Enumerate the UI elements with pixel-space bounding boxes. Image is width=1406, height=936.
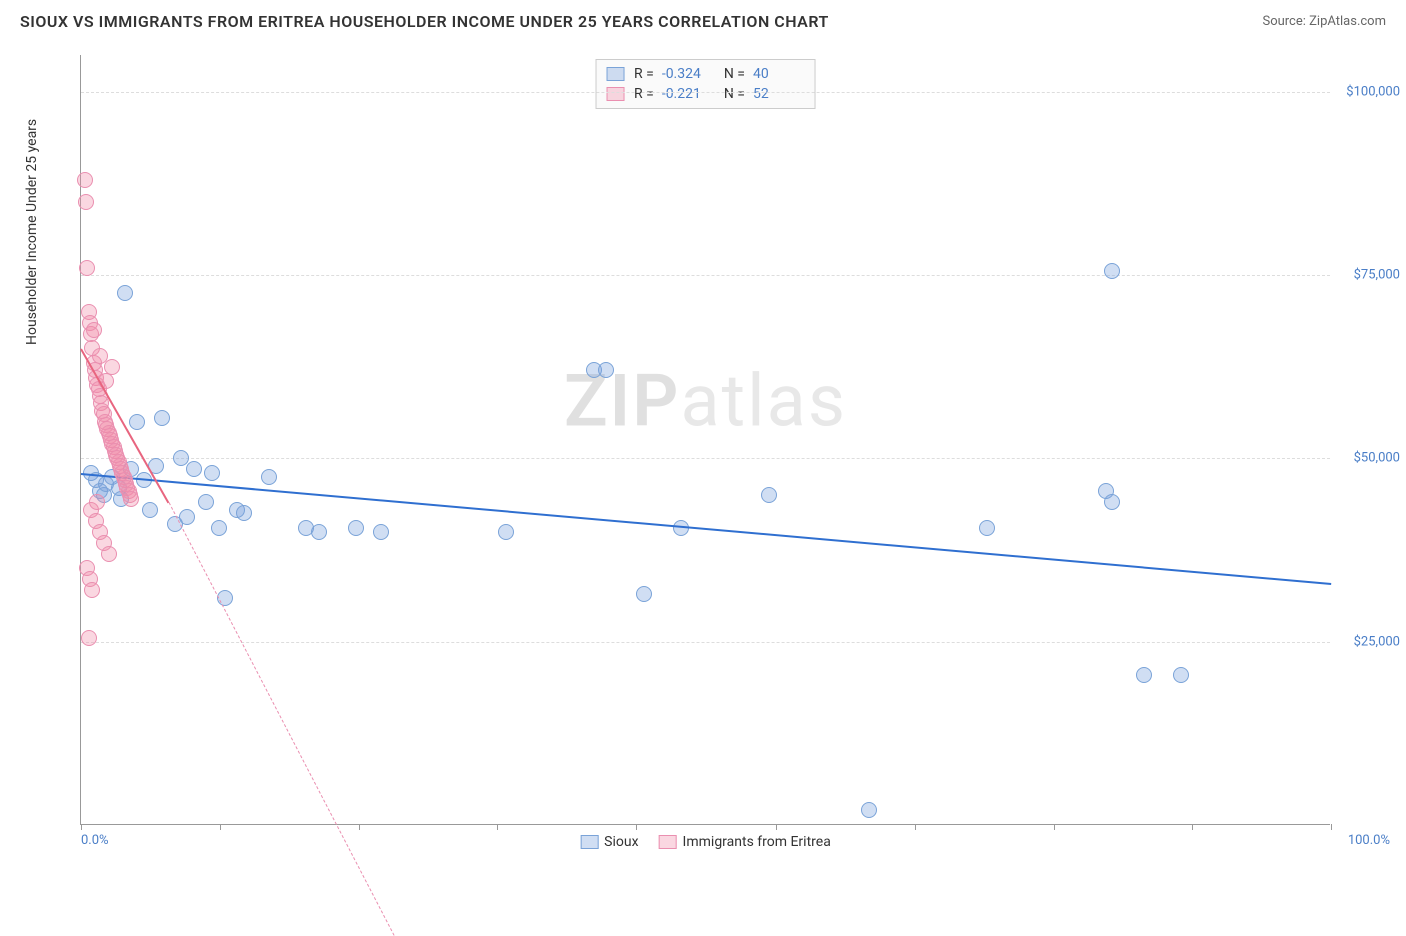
gridline-horizontal bbox=[81, 275, 1330, 276]
legend-r-value: -0.221 bbox=[662, 86, 714, 102]
legend-correlation-row: R = -0.324 N = 40 bbox=[606, 64, 805, 84]
gridline-horizontal bbox=[81, 458, 1330, 459]
x-axis-tick bbox=[915, 824, 916, 830]
scatter-point bbox=[78, 194, 94, 210]
scatter-point bbox=[123, 491, 139, 507]
watermark-prefix: ZIP bbox=[564, 359, 680, 444]
trend-line bbox=[81, 473, 1331, 585]
legend-swatch bbox=[659, 835, 677, 849]
scatter-point bbox=[84, 582, 100, 598]
scatter-point bbox=[861, 802, 877, 818]
legend-series-item: Sioux bbox=[580, 834, 638, 850]
x-axis-label-min: 0.0% bbox=[81, 833, 109, 848]
scatter-point bbox=[979, 520, 995, 536]
scatter-point bbox=[81, 630, 97, 646]
x-axis-tick bbox=[359, 824, 360, 830]
scatter-point bbox=[348, 520, 364, 536]
plot-area: ZIPatlas 0.0% 100.0% R =-0.324N =40R =-0… bbox=[80, 55, 1330, 825]
y-axis-title: Householder Income Under 25 years bbox=[24, 119, 40, 345]
scatter-point bbox=[1104, 494, 1120, 510]
scatter-point bbox=[154, 410, 170, 426]
y-axis-tick-label: $75,000 bbox=[1354, 268, 1400, 283]
scatter-point bbox=[373, 524, 389, 540]
legend-n-value: 40 bbox=[753, 66, 805, 82]
chart-container: Householder Income Under 25 years ZIPatl… bbox=[60, 55, 1380, 845]
scatter-point bbox=[142, 502, 158, 518]
legend-swatch bbox=[606, 67, 624, 81]
x-axis-tick bbox=[776, 824, 777, 830]
scatter-point bbox=[204, 465, 220, 481]
scatter-point bbox=[311, 524, 327, 540]
legend-series-label: Sioux bbox=[604, 834, 638, 850]
chart-title: SIOUX VS IMMIGRANTS FROM ERITREA HOUSEHO… bbox=[20, 12, 829, 31]
y-axis-tick-label: $50,000 bbox=[1354, 451, 1400, 466]
x-axis-label-max: 100.0% bbox=[1348, 833, 1390, 848]
x-axis-tick bbox=[81, 824, 82, 830]
legend-series: Sioux Immigrants from Eritrea bbox=[580, 834, 831, 850]
watermark-suffix: atlas bbox=[680, 359, 847, 444]
gridline-horizontal bbox=[81, 92, 1330, 93]
scatter-point bbox=[179, 509, 195, 525]
scatter-point bbox=[86, 322, 102, 338]
y-axis-tick-label: $25,000 bbox=[1354, 634, 1400, 649]
scatter-point bbox=[636, 586, 652, 602]
scatter-point bbox=[498, 524, 514, 540]
legend-n-label: N = bbox=[724, 66, 745, 82]
x-axis-tick bbox=[1331, 824, 1332, 830]
scatter-point bbox=[598, 362, 614, 378]
scatter-point bbox=[1173, 667, 1189, 683]
scatter-point bbox=[1104, 263, 1120, 279]
legend-r-value: -0.324 bbox=[662, 66, 714, 82]
scatter-point bbox=[198, 494, 214, 510]
scatter-point bbox=[117, 285, 133, 301]
legend-correlation-box: R = -0.324 N = 40 R = -0.221 N = 52 bbox=[595, 59, 816, 109]
scatter-point bbox=[186, 461, 202, 477]
scatter-point bbox=[1136, 667, 1152, 683]
legend-n-value: 52 bbox=[753, 86, 805, 102]
x-axis-tick bbox=[497, 824, 498, 830]
legend-r-label: R = bbox=[634, 66, 654, 82]
scatter-point bbox=[236, 505, 252, 521]
legend-n-label: N = bbox=[724, 86, 745, 102]
scatter-point bbox=[211, 520, 227, 536]
x-axis-tick bbox=[636, 824, 637, 830]
scatter-point bbox=[101, 546, 117, 562]
gridline-horizontal bbox=[81, 642, 1330, 643]
x-axis-tick bbox=[1192, 824, 1193, 830]
trend-line-dashed bbox=[168, 503, 394, 936]
scatter-point bbox=[89, 494, 105, 510]
y-axis-tick-label: $100,000 bbox=[1346, 84, 1400, 99]
legend-series-item: Immigrants from Eritrea bbox=[659, 834, 831, 850]
chart-header: SIOUX VS IMMIGRANTS FROM ERITREA HOUSEHO… bbox=[0, 0, 1406, 39]
legend-correlation-row: R = -0.221 N = 52 bbox=[606, 84, 805, 104]
chart-source: Source: ZipAtlas.com bbox=[1262, 14, 1386, 29]
legend-swatch bbox=[606, 87, 624, 101]
scatter-point bbox=[261, 469, 277, 485]
scatter-point bbox=[104, 359, 120, 375]
legend-r-label: R = bbox=[634, 86, 654, 102]
scatter-point bbox=[77, 172, 93, 188]
legend-swatch bbox=[580, 835, 598, 849]
x-axis-tick bbox=[1054, 824, 1055, 830]
scatter-point bbox=[761, 487, 777, 503]
scatter-point bbox=[79, 260, 95, 276]
scatter-point bbox=[129, 414, 145, 430]
legend-series-label: Immigrants from Eritrea bbox=[683, 834, 831, 850]
x-axis-tick bbox=[220, 824, 221, 830]
